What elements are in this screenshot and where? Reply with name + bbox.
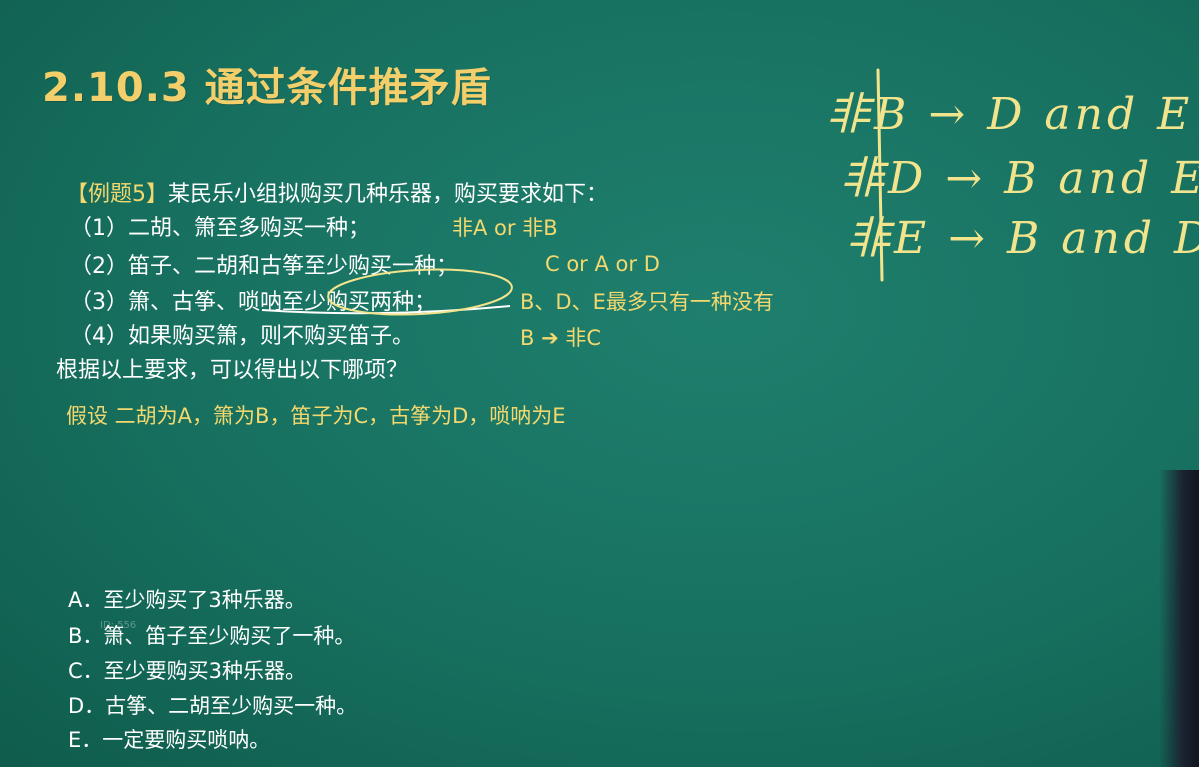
question-stem: 【例题5】某民乐小组拟购买几种乐器，购买要求如下： [66, 176, 608, 208]
condition-1: （1）二胡、箫至多购买一种； [70, 216, 370, 241]
question-stem-text: 某民乐小组拟购买几种乐器，购买要求如下： [168, 182, 609, 207]
handwriting-line-1: 非B → D and E [826, 89, 1194, 140]
question-tag: 【例题5】 [66, 182, 168, 207]
watermark: ID: 556 [100, 620, 137, 631]
condition-2: （2）笛子、二胡和古筝至少购买一种； [70, 254, 458, 279]
handwriting-line-2: 非D → B and E [840, 153, 1199, 204]
option-c: C．至少要购买3种乐器。 [68, 659, 307, 683]
presenter-silhouette [1159, 470, 1199, 767]
vertical-stroke [876, 68, 884, 282]
underline-mark [261, 305, 511, 315]
assumption-note: 假设 二胡为A，箫为B，笛子为C，古筝为D，唢呐为E [66, 404, 566, 428]
option-d: D．古筝、二胡至少购买一种。 [68, 694, 358, 718]
condition-4: （4）如果购买箫，则不购买笛子。 [70, 324, 414, 349]
circle-mark [327, 268, 513, 316]
condition-3-note: B、D、E最多只有一种没有 [520, 290, 774, 314]
option-e: E．一定要购买唢呐。 [68, 728, 271, 752]
condition-4-note: B ➔ 非C [520, 326, 602, 350]
page-title: 2.10.3 通过条件推矛盾 [42, 65, 492, 111]
handwriting-line-3: 非E → B and D [846, 213, 1199, 264]
option-b: B．箫、笛子至少购买了一种。 [68, 624, 356, 648]
question-ask: 根据以上要求，可以得出以下哪项？ [56, 358, 409, 383]
condition-1-note: 非A or 非B [452, 216, 558, 240]
condition-2-note: C or A or D [545, 252, 660, 276]
option-a: A．至少购买了3种乐器。 [68, 588, 306, 612]
condition-3: （3）箫、古筝、唢呐至少购买两种； [70, 290, 436, 315]
